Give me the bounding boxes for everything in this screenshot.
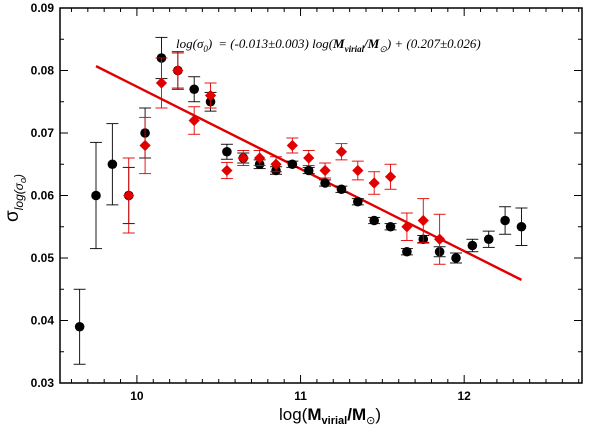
data-point-diamond <box>204 89 217 102</box>
y-axis-title: σlog(σo) <box>2 174 28 222</box>
y-tick-label: 0.08 <box>31 64 55 78</box>
data-point-circle <box>369 215 379 226</box>
data-point-diamond <box>254 152 266 164</box>
data-point-circle <box>385 221 396 232</box>
data-point-circle <box>451 253 461 263</box>
data-point-circle <box>91 190 101 201</box>
data-point-circle <box>402 246 412 257</box>
data-point-diamond <box>123 189 135 202</box>
y-tick-label: 0.04 <box>31 314 55 328</box>
data-point-circle <box>107 159 118 170</box>
data-point-circle <box>320 178 330 188</box>
y-tick-label: 0.06 <box>31 189 55 203</box>
data-point-circle <box>467 240 478 251</box>
data-point-circle <box>287 159 298 170</box>
data-point-circle <box>336 184 347 195</box>
x-tick-label: 11 <box>294 389 307 403</box>
data-point-diamond <box>303 152 315 164</box>
data-point-diamond <box>155 77 168 89</box>
data-point-circle <box>516 221 527 232</box>
data-point-diamond <box>139 139 151 152</box>
data-point-diamond <box>417 214 429 227</box>
data-point-diamond <box>319 164 331 177</box>
plot-frame <box>59 7 583 384</box>
data-point-circle <box>222 146 232 157</box>
data-point-circle <box>483 234 494 245</box>
red-diamond-series <box>122 52 446 265</box>
data-point-diamond <box>188 114 200 127</box>
data-point-diamond <box>335 146 348 158</box>
y-tick-label: 0.07 <box>31 126 55 140</box>
data-point-diamond <box>401 221 413 233</box>
data-point-diamond <box>352 164 364 177</box>
data-point-diamond <box>384 171 397 183</box>
data-point-diamond <box>172 64 184 77</box>
y-tick-label: 0.05 <box>31 251 55 265</box>
data-point-diamond <box>368 177 380 189</box>
data-point-diamond <box>434 233 446 245</box>
data-point-circle <box>353 196 363 207</box>
x-axis-title: log(Mvirial/M⊙) <box>279 405 381 427</box>
data-point-diamond <box>237 152 249 164</box>
data-point-circle <box>303 165 314 176</box>
data-point-diamond <box>286 139 298 152</box>
data-point-diamond <box>221 164 233 177</box>
data-point-circle <box>189 84 199 95</box>
fit-equation: log(σ0) = (-0.013±0.003) log(Mvirial/M⊙) … <box>176 36 481 54</box>
data-point-diamond <box>270 158 282 170</box>
y-tick-label: 0.09 <box>31 1 55 15</box>
x-tick-label: 10 <box>130 389 144 403</box>
y-tick-label: 0.03 <box>31 376 55 390</box>
x-tick-label: 12 <box>458 389 472 403</box>
data-point-circle <box>500 215 510 226</box>
data-point-circle <box>74 321 85 332</box>
